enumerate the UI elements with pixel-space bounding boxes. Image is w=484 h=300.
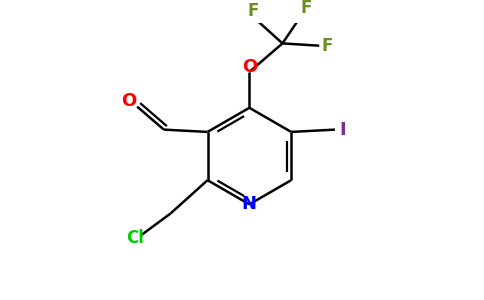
Text: F: F [322,37,333,55]
Text: Cl: Cl [126,229,144,247]
Text: F: F [247,2,259,20]
Text: O: O [121,92,136,110]
Text: F: F [301,0,312,17]
Text: N: N [242,195,257,213]
Text: I: I [340,121,347,139]
Text: O: O [242,58,257,76]
